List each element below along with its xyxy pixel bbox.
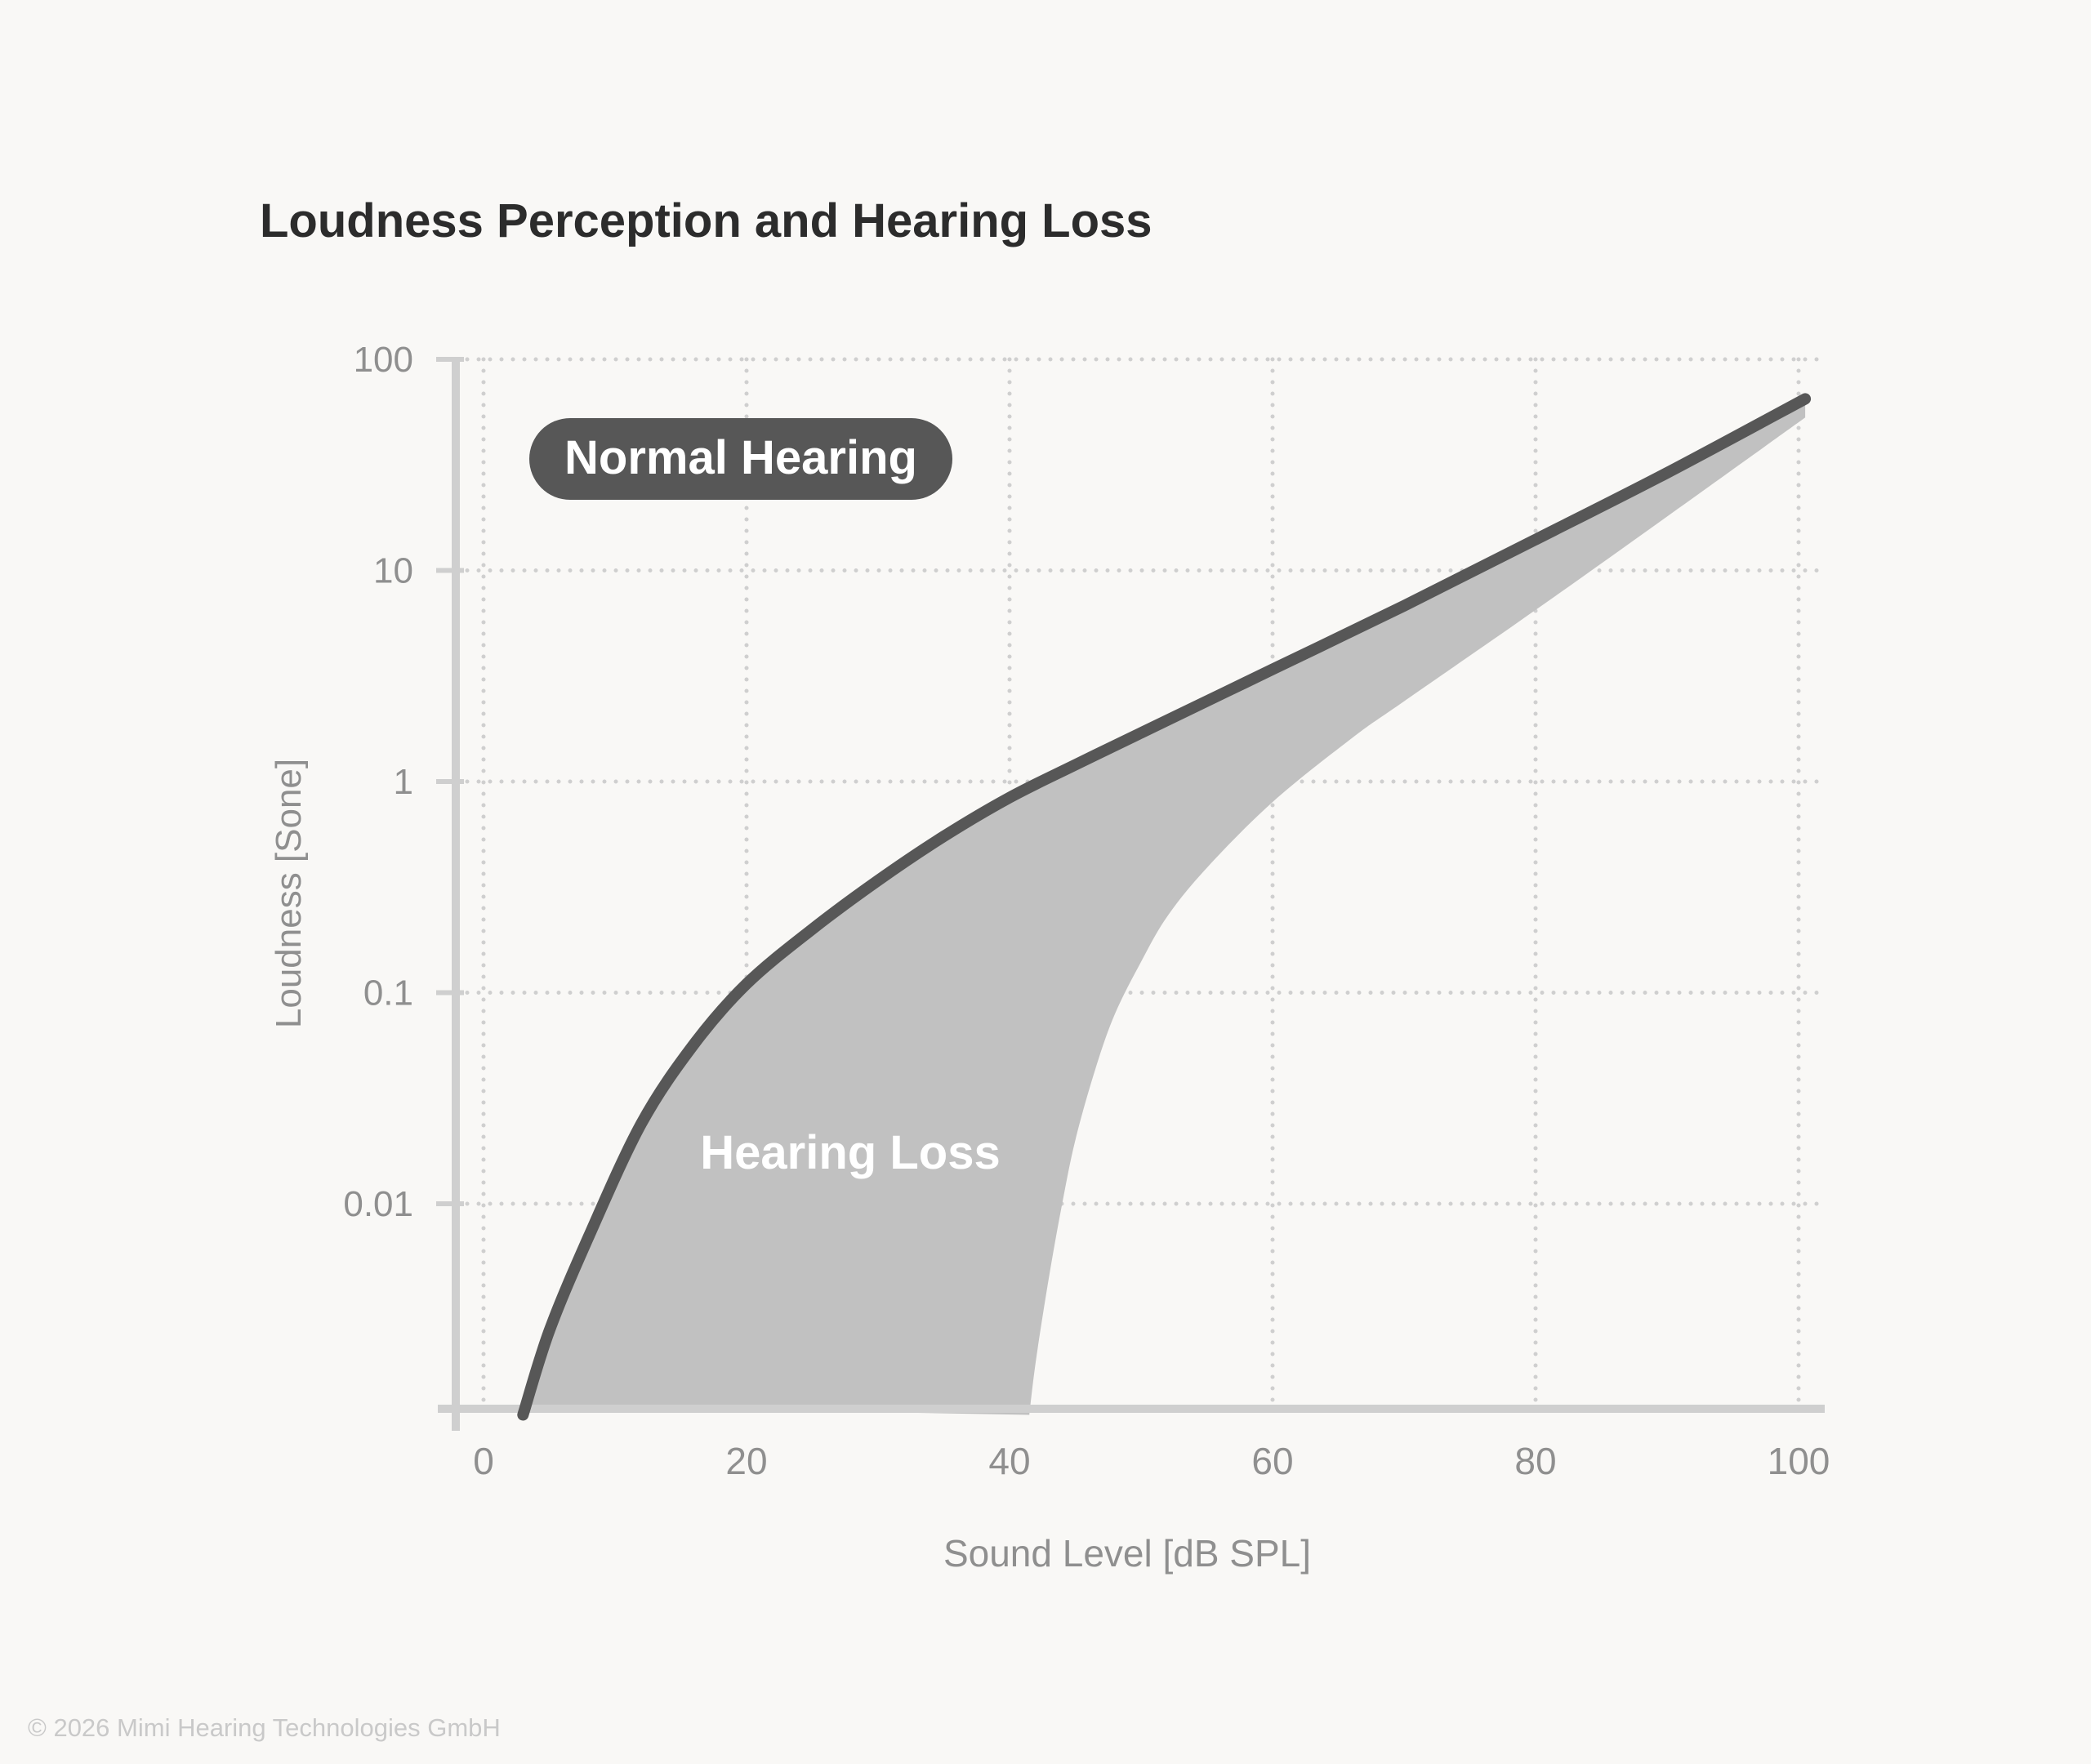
copyright-notice: © 2026 Mimi Hearing Technologies GmbH	[28, 1713, 501, 1742]
normal-hearing-legend-pill	[529, 418, 952, 500]
y-tick-label-0.1: 0.1	[363, 973, 413, 1013]
y-tick-labels: 100 10 1 0.1 0.01	[343, 340, 413, 1224]
x-tick-labels: 0 20 40 60 80 100	[473, 1440, 1830, 1482]
x-tick-label-0: 0	[473, 1440, 494, 1482]
y-tick-label-10: 10	[373, 551, 413, 591]
chart-title: Loudness Perception and Hearing Loss	[260, 194, 1153, 247]
y-tick-label-1: 1	[394, 762, 413, 802]
normal-hearing-line	[517, 393, 1812, 1421]
hearing-loss-label: Hearing Loss	[700, 1126, 1000, 1179]
x-tick-label-80: 80	[1514, 1440, 1556, 1482]
x-axis-label: Sound Level [dB SPL]	[943, 1532, 1311, 1575]
x-tick-label-100: 100	[1768, 1440, 1830, 1482]
normal-hearing-legend-label: Normal Hearing	[564, 431, 917, 484]
y-axis-label: Loudness [Sone]	[269, 759, 309, 1028]
hearing-loss-band	[523, 399, 1806, 1415]
normal-hearing-legend: Normal Hearing	[529, 418, 952, 500]
axes	[436, 357, 1825, 1431]
x-tick-label-40: 40	[988, 1440, 1030, 1482]
y-tick-label-100: 100	[354, 340, 413, 380]
x-tick-label-20: 20	[725, 1440, 767, 1482]
y-tick-label-0.01: 0.01	[343, 1184, 413, 1224]
x-tick-label-60: 60	[1251, 1440, 1293, 1482]
